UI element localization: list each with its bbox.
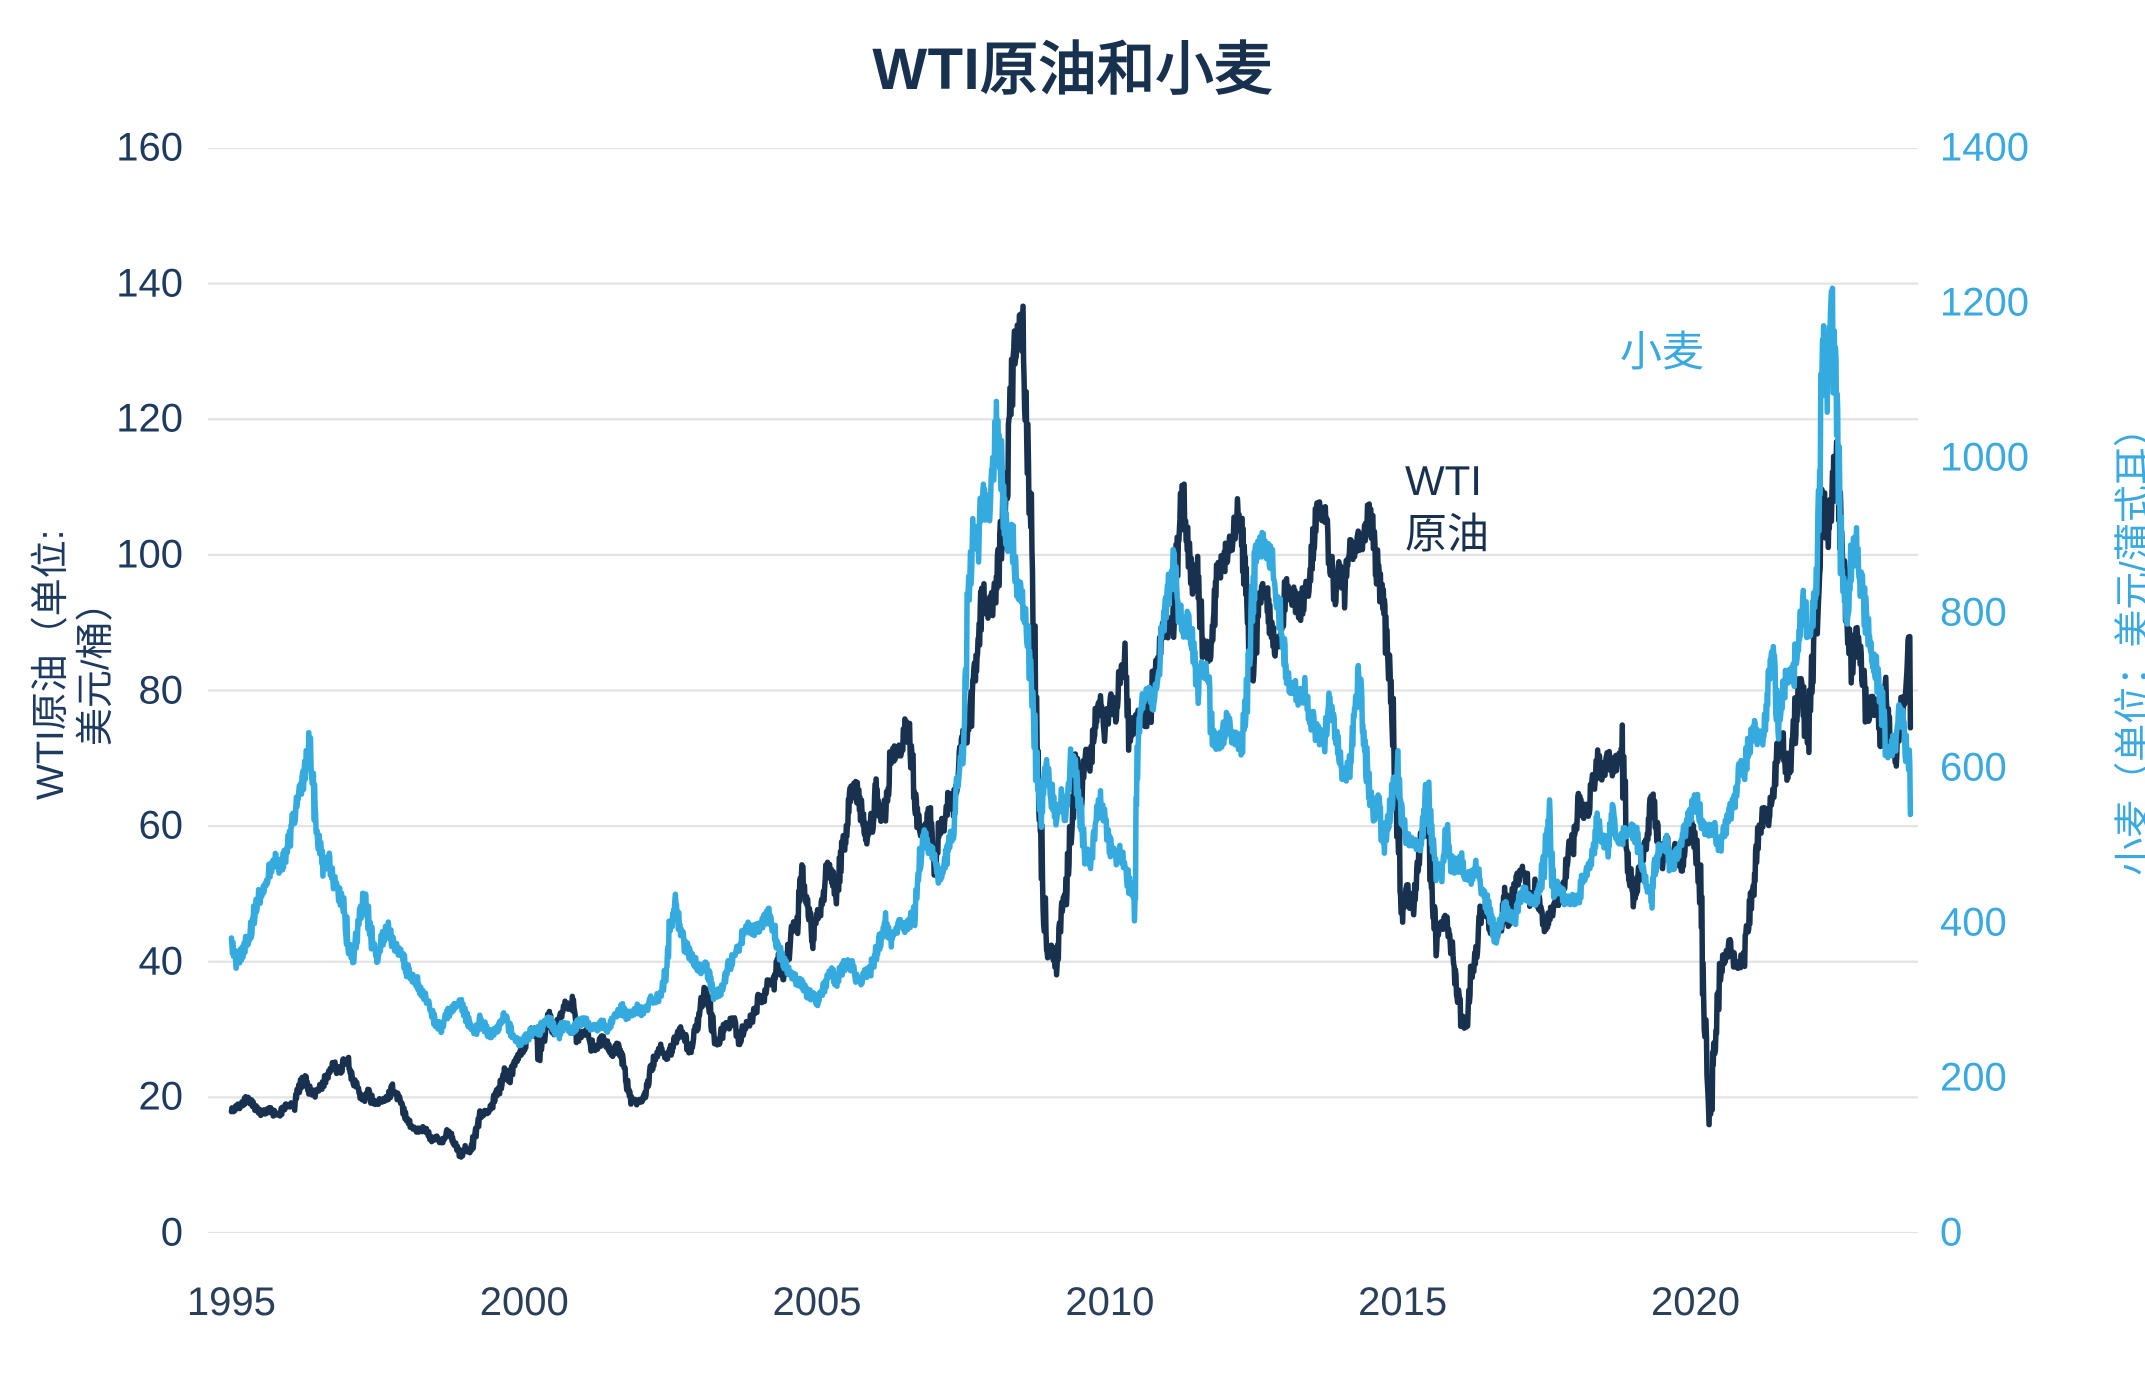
- y-axis-left-tick-label: 80: [138, 668, 184, 712]
- x-axis-tick-label: 2015: [1358, 1280, 1448, 1324]
- series-label-wheat: 小麦: [1620, 328, 1705, 375]
- gridlines: [208, 148, 1918, 1233]
- y-axis-right-tick-label: 0: [1940, 1210, 1963, 1255]
- series-label-wti-line1: WTI: [1405, 457, 1482, 504]
- series-line-wheat: [228, 285, 1914, 1049]
- y-axis-left-tick-label: 60: [138, 803, 184, 848]
- page-title: WTI原油和小麦: [872, 37, 1273, 102]
- y-axis-left-tick-label: 20: [138, 1074, 184, 1119]
- y-axis-right-tick-label: 600: [1940, 745, 2007, 790]
- x-axis-tick-label: 2005: [772, 1280, 862, 1324]
- plot-area: [208, 148, 1918, 1233]
- y-axis-right-title-line1: 小麦（单位：美元/蒲式耳）: [2113, 409, 2145, 876]
- y-axis-left-tick-label: 120: [116, 396, 183, 441]
- y-axis-right-tick-label: 1000: [1940, 435, 2029, 480]
- x-axis-tick-label: 2020: [1650, 1280, 1740, 1324]
- x-axis-tick-label: 2010: [1065, 1280, 1155, 1324]
- y-axis-right-tick-label: 800: [1940, 590, 2007, 635]
- x-axis-tick-label: 1995: [186, 1280, 276, 1324]
- y-axis-right-title: 小麦（单位：美元/蒲式耳）: [2113, 322, 2145, 962]
- y-axis-left-tick-label: 160: [116, 125, 183, 170]
- series-label-wti: WTI 原油: [1405, 455, 1489, 560]
- y-axis-right-tick-label: 400: [1940, 900, 2007, 945]
- x-axis-tick-label: 2000: [479, 1280, 569, 1324]
- y-axis-left-tick-label: 140: [116, 261, 183, 306]
- y-axis-right-tick-label: 200: [1940, 1055, 2007, 1100]
- series-line-wti: [228, 303, 1914, 1160]
- plot-svg: [208, 148, 1918, 1233]
- y-axis-right-tick-label: 1200: [1940, 280, 2029, 325]
- series-paths: [228, 285, 1914, 1160]
- y-axis-left-tick-label: 0: [160, 1210, 183, 1255]
- series-label-wti-line2: 原油: [1405, 509, 1490, 557]
- y-axis-right-tick-label: 1400: [1940, 125, 2029, 170]
- y-axis-left-tick-label: 100: [116, 532, 183, 577]
- y-axis-left-tick-label: 40: [138, 939, 184, 984]
